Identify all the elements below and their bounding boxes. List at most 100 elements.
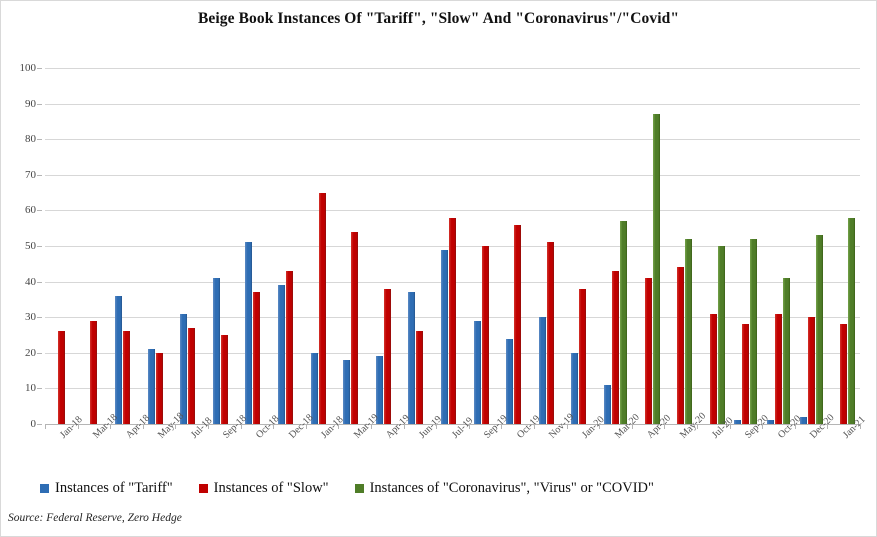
chart-title: Beige Book Instances Of "Tariff", "Slow"…: [197, 10, 680, 27]
x-axis-tickmark: [403, 424, 405, 429]
bar[interactable]: [343, 359, 351, 424]
y-axis: 0 10 20 30 40 50 60 70 80 90 100: [0, 62, 42, 430]
x-axis-tickmark: [762, 424, 764, 429]
y-axis-tickmark: [37, 281, 42, 283]
bar-group: [273, 68, 306, 424]
bar[interactable]: [220, 335, 228, 424]
bar[interactable]: [506, 338, 514, 424]
bar[interactable]: [180, 313, 188, 424]
legend-swatch-icon: [198, 484, 208, 493]
bar[interactable]: [766, 420, 774, 424]
bar[interactable]: [677, 267, 685, 424]
bar[interactable]: [277, 285, 285, 424]
bar[interactable]: [709, 313, 717, 424]
y-axis-tick-label: 90: [25, 97, 36, 110]
bar[interactable]: [815, 235, 823, 424]
bar[interactable]: [652, 114, 660, 424]
bar-group: [371, 68, 404, 424]
source-note: Source: Federal Reserve, Zero Hedge: [8, 512, 182, 524]
bar[interactable]: [734, 420, 742, 424]
bar[interactable]: [383, 288, 391, 424]
bar[interactable]: [147, 349, 155, 424]
bar-group: [436, 68, 469, 424]
legend-item[interactable]: Instances of "Tariff": [40, 480, 173, 497]
y-axis-tick-label: 60: [25, 204, 36, 217]
y-axis-tick-label: 0: [30, 418, 37, 430]
bar-group: [241, 68, 274, 424]
y-axis-tickmark: [37, 424, 42, 425]
bar[interactable]: [546, 242, 554, 424]
bar[interactable]: [408, 292, 416, 424]
bar[interactable]: [90, 320, 98, 424]
bar[interactable]: [750, 238, 758, 424]
bar[interactable]: [644, 278, 652, 424]
bar[interactable]: [782, 278, 790, 424]
y-axis-tick-label: 70: [25, 168, 36, 181]
y-axis-tickmark: [37, 352, 42, 354]
bar[interactable]: [579, 288, 587, 424]
y-axis-tickmark: [37, 139, 42, 141]
legend-swatch-icon: [354, 484, 364, 493]
bar-group: [697, 68, 730, 424]
bar-group: [827, 68, 860, 424]
legend-item[interactable]: Instances of "Slow": [198, 480, 329, 497]
gridline: [45, 139, 860, 141]
bar[interactable]: [514, 224, 522, 424]
y-axis-tickmark: [37, 246, 42, 247]
bar[interactable]: [685, 238, 693, 424]
x-axis-tickmark: [273, 424, 275, 429]
bar[interactable]: [57, 331, 65, 424]
bar[interactable]: [538, 317, 546, 424]
bar-group: [175, 68, 208, 424]
x-axis-tickmark: [175, 424, 177, 429]
bar[interactable]: [481, 246, 489, 424]
legend-label: Instances of "Coronavirus", "Virus" or "…: [369, 480, 654, 496]
chart-legend: Instances of "Tariff" Instances of "Slow"…: [40, 480, 654, 497]
x-axis-tickmark: [371, 424, 372, 429]
x-axis-tickmark: [631, 424, 633, 429]
bar[interactable]: [848, 217, 856, 424]
bar[interactable]: [416, 331, 424, 424]
y-axis-tickmark: [37, 174, 42, 176]
bar[interactable]: [253, 292, 261, 424]
bar[interactable]: [310, 352, 318, 424]
bar[interactable]: [440, 249, 448, 424]
bar[interactable]: [155, 352, 163, 424]
bar[interactable]: [448, 217, 456, 424]
bar-group: [338, 68, 371, 424]
bar-group: [110, 68, 143, 424]
y-axis-tick-label: 50: [25, 240, 36, 252]
bar[interactable]: [717, 246, 725, 424]
x-axis-tickmark: [338, 424, 340, 429]
bar[interactable]: [611, 270, 619, 424]
legend-item[interactable]: Instances of "Coronavirus", "Virus" or "…: [354, 480, 654, 497]
bar[interactable]: [375, 356, 383, 424]
bar[interactable]: [840, 324, 848, 424]
bar-group: [795, 68, 828, 424]
bar[interactable]: [212, 278, 220, 424]
bar[interactable]: [603, 384, 611, 424]
legend-swatch-icon: [40, 484, 49, 493]
y-axis-tick-label: 100: [19, 62, 37, 74]
bar-group: [534, 68, 567, 424]
bar-group: [730, 68, 763, 424]
x-axis-tickmark: [240, 424, 242, 429]
bar[interactable]: [318, 192, 326, 424]
bar[interactable]: [774, 313, 782, 424]
bar[interactable]: [799, 416, 807, 424]
x-axis-tickmark: [305, 424, 307, 429]
bar[interactable]: [188, 327, 196, 424]
bar[interactable]: [285, 270, 293, 424]
bar[interactable]: [245, 242, 253, 424]
bar-group: [567, 68, 600, 424]
bar[interactable]: [619, 221, 627, 424]
bars-layer: [45, 68, 860, 424]
x-axis-tickmark: [794, 424, 796, 429]
bar[interactable]: [114, 295, 122, 424]
bar[interactable]: [351, 231, 359, 424]
bar[interactable]: [807, 317, 815, 424]
bar[interactable]: [122, 331, 130, 424]
bar[interactable]: [742, 324, 750, 424]
bar[interactable]: [473, 320, 481, 424]
bar[interactable]: [571, 352, 579, 424]
